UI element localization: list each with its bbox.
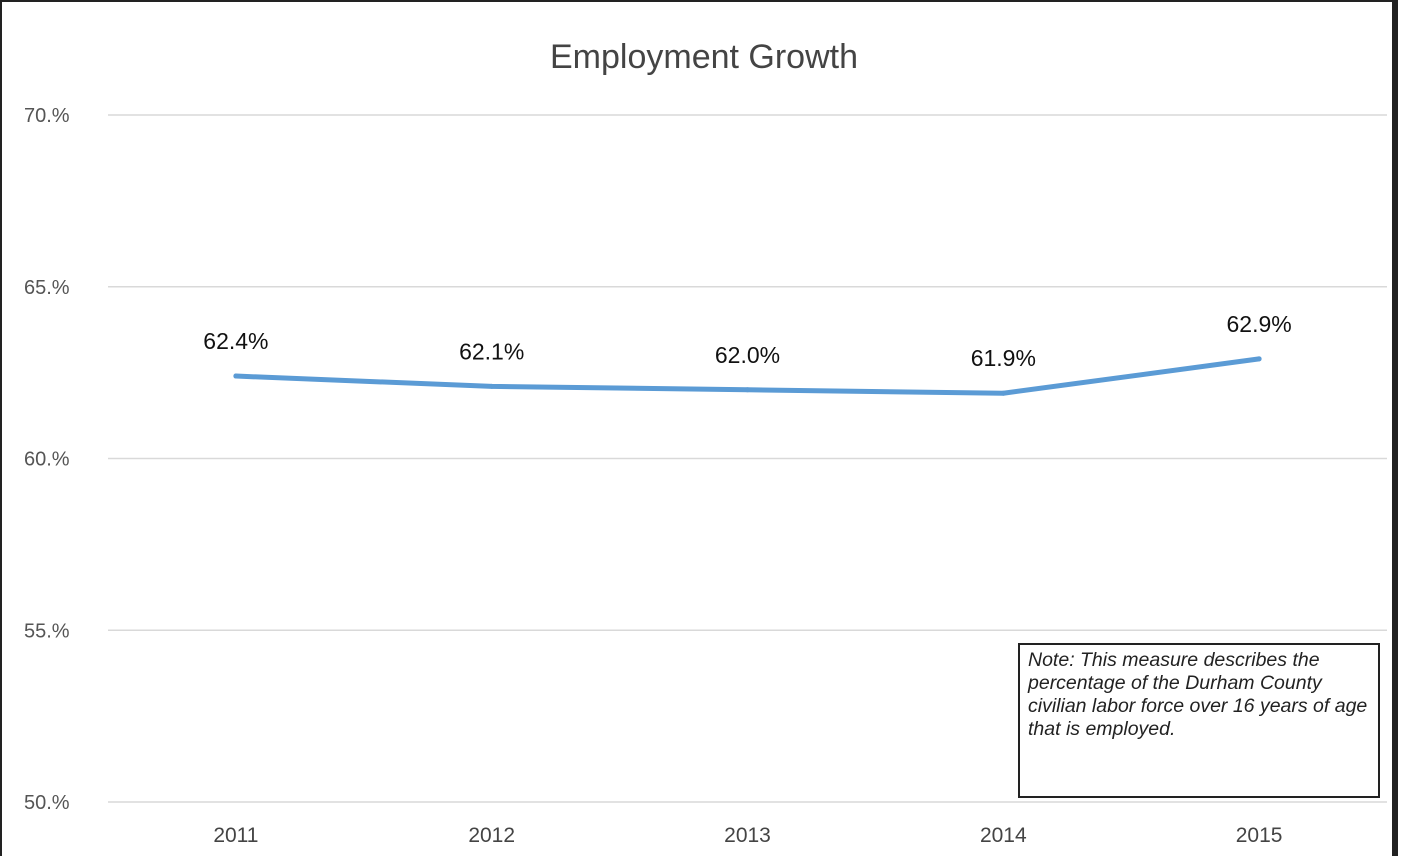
data-label: 62.4% (203, 328, 268, 354)
chart-title: Employment Growth (550, 38, 858, 76)
y-tick-label: 65.% (24, 277, 70, 299)
y-tick-label: 50.% (24, 792, 70, 814)
data-label: 61.9% (971, 345, 1036, 371)
data-point (233, 373, 239, 379)
data-label: 62.9% (1226, 311, 1291, 337)
y-tick-label: 55.% (24, 620, 70, 642)
data-point (1000, 390, 1006, 396)
y-tick-label: 70.% (24, 105, 70, 127)
gridlines (108, 114, 1387, 803)
x-tick-label: 2011 (213, 824, 258, 847)
y-tick-label: 60.% (24, 449, 70, 471)
y-axis-ticks: 50.% 55.% 60.% 65.% 70.% (24, 105, 70, 814)
note-annotation: Note: This measure describes the percent… (1018, 643, 1380, 798)
data-label: 62.0% (715, 342, 780, 368)
data-label: 62.1% (459, 338, 524, 364)
series-layer (233, 356, 1262, 396)
data-point (1256, 356, 1262, 362)
x-tick-label: 2014 (980, 824, 1027, 847)
x-tick-label: 2013 (724, 824, 771, 847)
data-point (745, 387, 750, 393)
x-axis-ticks: 2011 2012 2013 2014 2015 (213, 824, 1282, 847)
data-labels: 62.4% 62.1% 62.0% 61.9% 62.9% (203, 311, 1291, 371)
data-point (489, 383, 495, 389)
x-tick-label: 2012 (468, 824, 515, 847)
x-tick-label: 2015 (1236, 824, 1283, 847)
